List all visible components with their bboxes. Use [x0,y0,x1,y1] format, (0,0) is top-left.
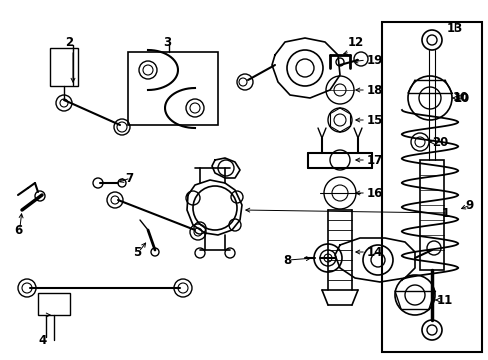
Bar [419,160,443,270]
Text: 4: 4 [38,333,46,346]
Text: 2: 2 [65,36,73,49]
Circle shape [313,244,341,272]
Text: 14: 14 [366,246,383,258]
Text: 3: 3 [163,36,171,49]
Text: 8: 8 [283,253,291,266]
Text: 18: 18 [366,84,383,96]
Text: 19: 19 [366,54,383,67]
Text: 10: 10 [452,90,468,104]
Bar [50,48,78,86]
Text: 20: 20 [431,135,447,149]
Text: 5: 5 [133,246,141,258]
Text: 1: 1 [441,207,449,220]
Text: 13: 13 [446,22,462,35]
Text: 12: 12 [347,36,364,49]
Text: 10: 10 [453,91,469,104]
Text: 17: 17 [366,153,383,166]
Text: 7: 7 [125,171,133,185]
Bar [381,22,481,352]
Bar [128,52,218,125]
Text: 15: 15 [366,113,383,126]
Bar [38,293,70,315]
Text: 16: 16 [366,186,383,199]
Text: 11: 11 [436,293,452,306]
Text: 9: 9 [464,198,472,212]
Text: 6: 6 [14,224,22,237]
